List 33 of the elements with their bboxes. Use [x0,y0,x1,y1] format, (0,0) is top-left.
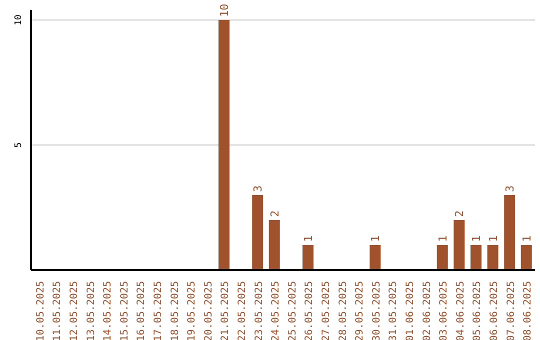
x-tick-label: 10.05.2025 [35,281,46,340]
bar [268,220,280,270]
x-tick-label: 18.05.2025 [170,281,181,340]
bar [487,245,498,270]
data-label: 1 [470,235,483,242]
bar [504,195,516,270]
x-tick-label: 12.05.2025 [69,281,80,340]
bar [252,195,264,270]
x-tick-label: 15.05.2025 [119,281,130,340]
data-label: 2 [268,210,282,217]
bar [436,245,448,270]
bar [370,245,381,270]
x-tick-label: 13.05.2025 [86,281,97,340]
x-tick-label: 16.05.2025 [136,281,148,340]
data-label: 3 [252,185,265,192]
data-label: 1 [486,235,500,242]
data-label: 1 [302,235,315,242]
data-label: 1 [369,235,382,242]
y-tick-label: 5 [14,142,24,148]
x-tick-label: 11.05.2025 [52,281,64,340]
x-tick-label: 14.05.2025 [102,281,114,340]
data-label: 2 [453,210,466,217]
bar [218,20,230,270]
data-label: 1 [436,235,450,242]
bar [520,245,532,270]
x-tick-label: 19.05.2025 [186,281,198,340]
data-label: 1 [520,235,534,242]
bar [454,220,465,270]
bar [470,245,482,270]
data-label: 3 [504,185,517,192]
data-label: 10 [218,4,231,17]
x-tick-label: 17.05.2025 [153,281,164,340]
bar [302,245,314,270]
